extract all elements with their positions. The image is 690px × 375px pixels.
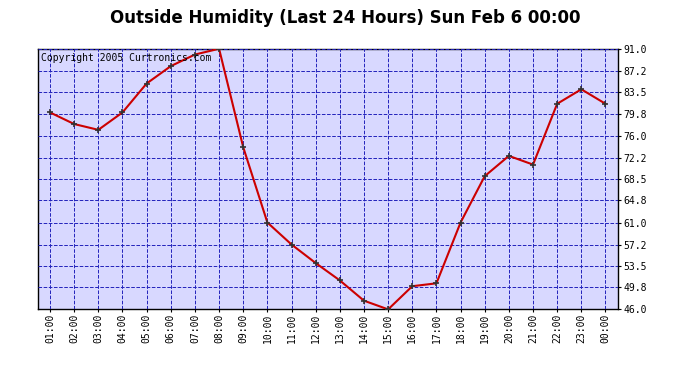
Text: Outside Humidity (Last 24 Hours) Sun Feb 6 00:00: Outside Humidity (Last 24 Hours) Sun Feb… [110, 9, 580, 27]
Text: Copyright 2005 Curtronics.com: Copyright 2005 Curtronics.com [41, 53, 211, 63]
